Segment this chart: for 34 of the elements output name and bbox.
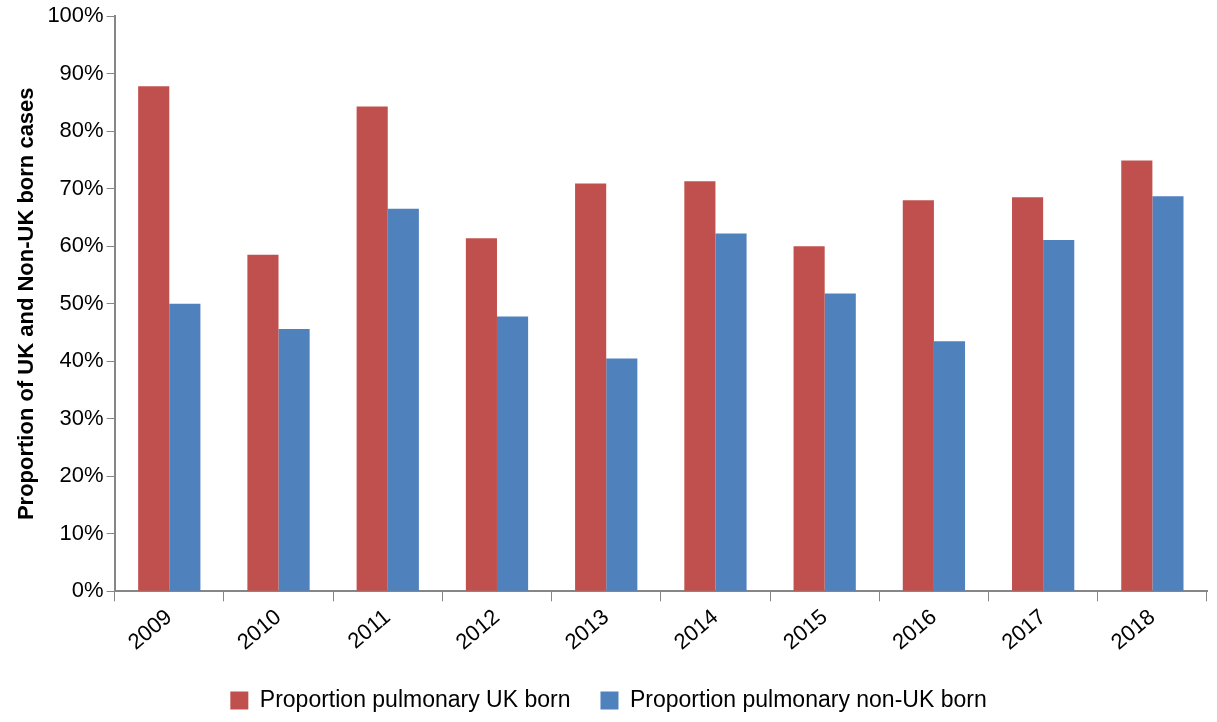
y-tick-label: 90% — [59, 59, 104, 85]
y-tick-label: 10% — [59, 519, 104, 545]
y-axis-title: Proportion of UK and Non-UK born cases — [13, 87, 39, 521]
bar — [465, 238, 497, 591]
bar — [606, 358, 638, 591]
y-tick-label: 60% — [59, 232, 104, 258]
bar — [1152, 196, 1184, 591]
y-tick-label: 80% — [59, 117, 104, 143]
bar — [1012, 197, 1044, 591]
bar — [356, 106, 388, 591]
y-tick-label: 0% — [71, 577, 104, 603]
bar — [169, 303, 201, 591]
bar — [278, 329, 310, 591]
bar — [824, 293, 856, 591]
bar — [933, 341, 966, 591]
legend-label: Proportion pulmonary non-UK born — [629, 685, 987, 712]
bar — [387, 208, 419, 591]
bar — [247, 254, 279, 591]
bar — [1043, 239, 1075, 591]
bar — [684, 181, 716, 591]
bar — [902, 200, 934, 591]
y-tick-label: 50% — [59, 289, 104, 315]
bar — [1121, 160, 1153, 591]
bar — [496, 316, 529, 591]
bar — [575, 183, 607, 591]
bar — [793, 246, 825, 591]
y-tick-label: 30% — [59, 404, 104, 430]
bar — [715, 233, 747, 591]
legend-label: Proportion pulmonary UK born — [259, 685, 571, 712]
y-tick-label: 40% — [59, 347, 104, 373]
bar — [138, 86, 170, 591]
y-tick-label: 100% — [47, 2, 104, 28]
y-tick-label: 20% — [59, 462, 104, 488]
y-tick-label: 70% — [59, 174, 104, 200]
